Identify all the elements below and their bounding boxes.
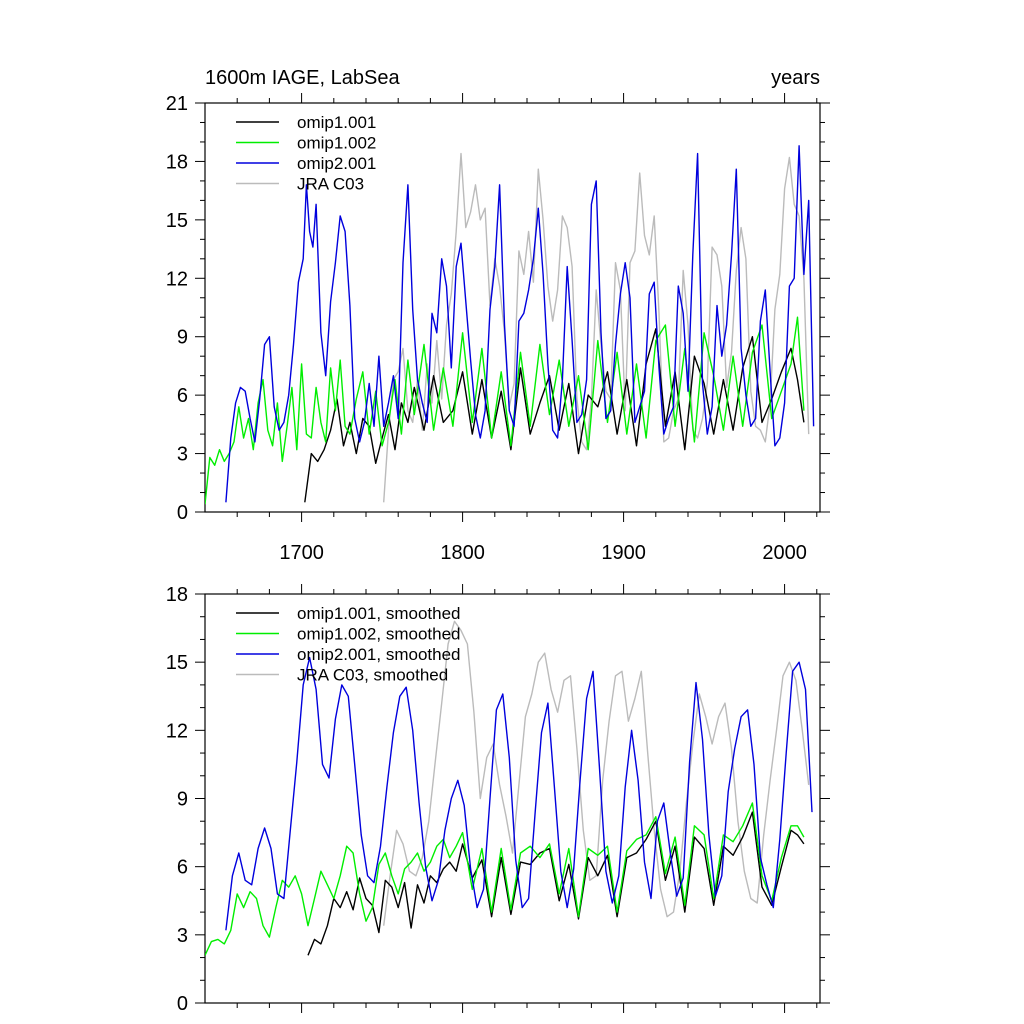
chart-panel-2: 0 3 6 9 12 15 18 omip1.001, smoothed omip1.002, … [166, 584, 830, 1015]
y-tick-label: 18 [166, 584, 188, 606]
series-line-omip2-001-smoothed [225, 656, 813, 931]
chart-panel-1: 0 3 6 9 12 15 18 21 1700 1800 1900 2000 1600m IAGE, … [166, 67, 830, 564]
y-tick-label: 6 [177, 385, 188, 407]
plot-frame [204, 102, 821, 513]
series-line-omip1-002 [205, 316, 805, 505]
y-tick-label: 15 [166, 652, 188, 674]
series-line-omip1-002-smoothed [205, 802, 805, 956]
y-tick-label: 18 [166, 151, 188, 173]
y-tick-label: 6 [177, 857, 188, 879]
chart-title: 1600m IAGE, LabSea [205, 67, 400, 89]
y-tick-label: 0 [177, 993, 188, 1015]
y-tick-label: 12 [166, 720, 188, 742]
series-line-jra-c03-smoothed [383, 620, 810, 926]
y-tick-label: 21 [166, 93, 188, 115]
legend-label: JRA C03, smoothed [297, 666, 448, 685]
legend-label: omip2.001, smoothed [297, 645, 461, 664]
legend-label: omip1.001 [297, 113, 376, 132]
x-tick-label: 1800 [440, 542, 485, 564]
y-tick-label: 15 [166, 210, 188, 232]
legend-label: JRA C03 [297, 175, 364, 194]
legend-label: omip1.002 [297, 134, 376, 153]
x-tick-label: 2000 [762, 542, 807, 564]
units-label: years [771, 67, 820, 89]
series-line-omip1-001 [304, 328, 805, 503]
y-tick-label: 9 [177, 789, 188, 811]
x-tick-label: 1900 [601, 542, 646, 564]
x-tick-label: 1700 [279, 542, 324, 564]
y-tick-label: 3 [177, 444, 188, 466]
legend-label: omip2.001 [297, 154, 376, 173]
y-tick-label: 9 [177, 327, 188, 349]
legend-label: omip1.002, smoothed [297, 625, 461, 644]
series-line-omip2-001 [225, 145, 815, 503]
y-tick-label: 12 [166, 268, 188, 290]
y-tick-label: 3 [177, 925, 188, 947]
series-line-jra-c03 [383, 152, 810, 503]
y-tick-label: 0 [177, 502, 188, 524]
legend-label: omip1.001, smoothed [297, 604, 461, 623]
